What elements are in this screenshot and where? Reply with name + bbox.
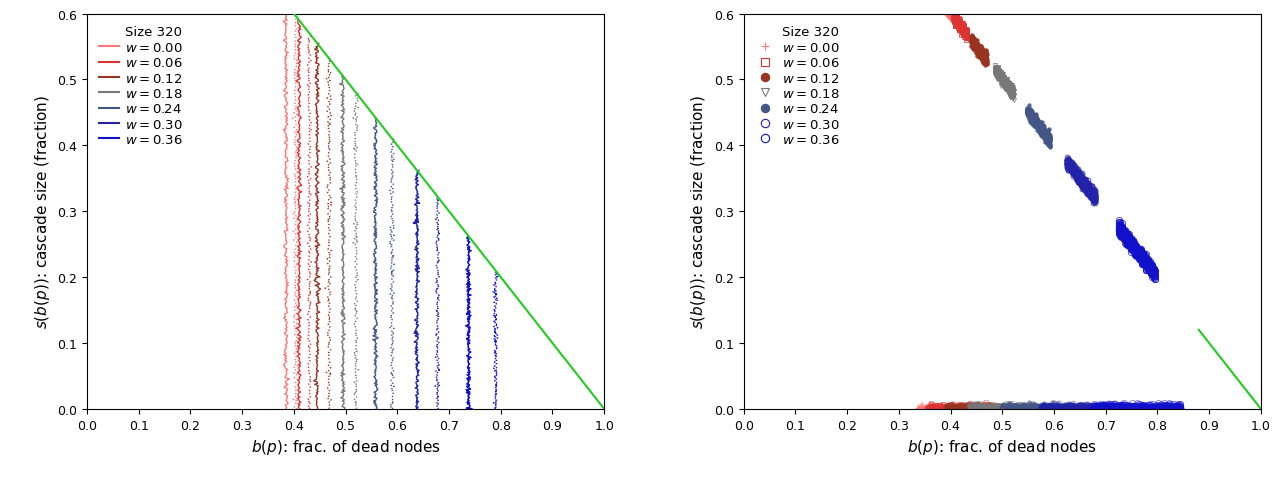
Legend: Size 320, $w = 0.00$, $w = 0.06$, $w = 0.12$, $w = 0.18$, $w = 0.24$, $w = 0.30$: Size 320, $w = 0.00$, $w = 0.06$, $w = 0… [750,21,845,152]
Y-axis label: $s(b(p))$: cascade size (fraction): $s(b(p))$: cascade size (fraction) [33,95,51,329]
X-axis label: $b(p)$: frac. of dead nodes: $b(p)$: frac. of dead nodes [251,437,440,456]
Y-axis label: $s(b(p))$: cascade size (fraction): $s(b(p))$: cascade size (fraction) [690,95,708,329]
X-axis label: $b(p)$: frac. of dead nodes: $b(p)$: frac. of dead nodes [908,437,1097,456]
Legend: Size 320, $w = 0.00$, $w = 0.06$, $w = 0.12$, $w = 0.18$, $w = 0.24$, $w = 0.30$: Size 320, $w = 0.00$, $w = 0.06$, $w = 0… [93,21,188,152]
